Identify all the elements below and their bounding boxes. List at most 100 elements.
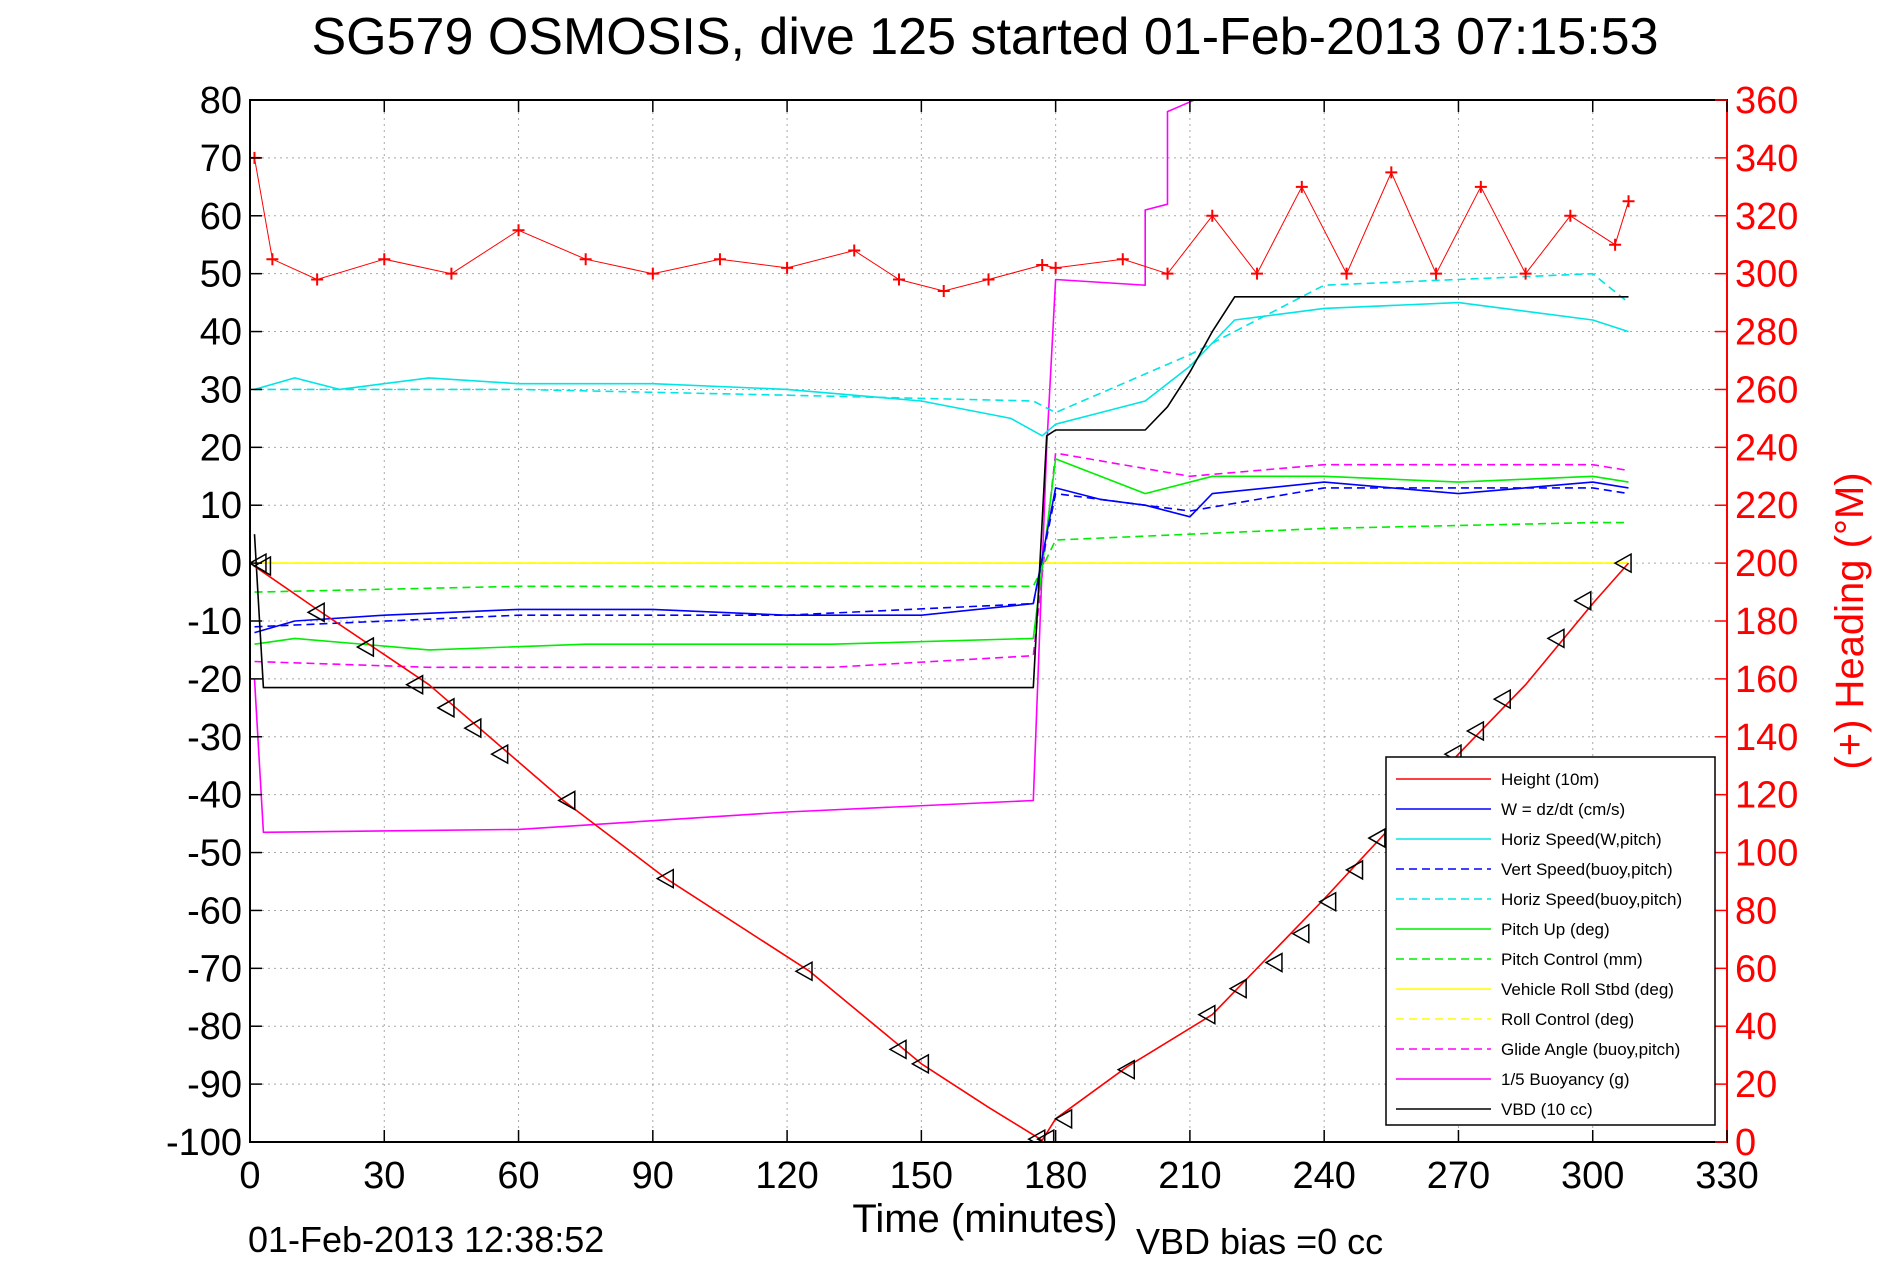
heading-point xyxy=(937,285,950,298)
x-tick-label: 270 xyxy=(1427,1155,1490,1197)
y2-tick-label: 60 xyxy=(1735,948,1777,990)
y-axis-ticks: 80 70 60 50 40 30 20 10 0 -10 -20 -30 -40 -50 -60 -70 -8… xyxy=(166,80,262,1164)
heading-point xyxy=(266,253,279,266)
heading-point xyxy=(1564,209,1577,222)
marker-triangle xyxy=(306,602,325,623)
series-line-4 xyxy=(254,272,1630,414)
y-tick-label: -70 xyxy=(187,948,242,990)
marker-triangle xyxy=(1264,952,1283,973)
series-line-6 xyxy=(254,521,1629,593)
y2-axis-label: (+) Heading (°M) xyxy=(1828,472,1872,769)
series-line-1 xyxy=(254,481,1629,634)
y-tick-label: 80 xyxy=(200,80,242,122)
y-tick-label: -10 xyxy=(187,601,242,643)
x-axis-ticks: 0 30 60 90 120 150 180 210 240 270 300 330 xyxy=(239,100,1759,1197)
heading-point xyxy=(311,273,324,286)
y-tick-label: -30 xyxy=(187,717,242,759)
legend-box xyxy=(1385,756,1716,1126)
marker-triangle xyxy=(436,697,455,719)
marker-triangle xyxy=(1465,720,1485,742)
y2-tick-label: 80 xyxy=(1735,890,1777,932)
y-tick-label: -90 xyxy=(187,1064,242,1106)
y-tick-label: 70 xyxy=(200,138,242,180)
heading-point xyxy=(512,224,525,237)
marker-triangle xyxy=(1367,827,1386,849)
marker-triangle xyxy=(1228,978,1247,999)
y2-tick-label: 340 xyxy=(1735,138,1798,180)
x-tick-label: 90 xyxy=(632,1155,674,1197)
series-line-11 xyxy=(253,295,1629,689)
y2-tick-label: 360 xyxy=(1735,80,1798,122)
y2-tick-label: 120 xyxy=(1735,775,1798,817)
x-tick-label: 150 xyxy=(890,1155,953,1197)
y2-tick-label: 280 xyxy=(1735,312,1798,354)
heading-point xyxy=(445,267,458,280)
x-tick-label: 180 xyxy=(1024,1155,1087,1197)
heading-point xyxy=(579,253,592,266)
heading-point xyxy=(1622,195,1635,208)
y-tick-label: 10 xyxy=(200,485,242,527)
marker-triangle xyxy=(490,743,509,765)
y-tick-label: -80 xyxy=(187,1006,242,1048)
marker-triangle xyxy=(1492,688,1511,710)
heading-point xyxy=(713,253,726,266)
y-tick-label: 60 xyxy=(200,196,242,238)
heading-point xyxy=(1430,267,1443,280)
x-tick-label: 0 xyxy=(239,1155,260,1197)
heading-point xyxy=(1206,209,1219,222)
legend-label: Pitch Control (mm) xyxy=(1501,950,1643,969)
y2-tick-label: 220 xyxy=(1735,485,1798,527)
y2-tick-label: 140 xyxy=(1735,717,1798,759)
heading-point xyxy=(1609,238,1622,251)
y-tick-label: -20 xyxy=(187,659,242,701)
heading-point xyxy=(1474,180,1487,193)
x-tick-label: 210 xyxy=(1158,1155,1221,1197)
heading-point xyxy=(892,273,905,286)
y2-tick-label: 100 xyxy=(1735,833,1798,875)
y-tick-label: -100 xyxy=(166,1122,242,1164)
heading-point xyxy=(1049,261,1062,274)
marker-triangle xyxy=(1054,1108,1073,1130)
marker-triangle xyxy=(1291,923,1310,944)
x-tick-label: 240 xyxy=(1292,1155,1355,1197)
series-layer xyxy=(250,100,1630,1142)
footer-vbd-bias: VBD bias =0 cc xyxy=(1136,1221,1383,1262)
y2-tick-label: 180 xyxy=(1735,601,1798,643)
marker-triangle xyxy=(910,1053,930,1075)
marker-triangle xyxy=(1344,859,1364,881)
legend-label: W = dz/dt (cm/s) xyxy=(1501,800,1625,819)
marker-triangle xyxy=(252,555,272,577)
x-axis-label: Time (minutes) xyxy=(852,1197,1117,1241)
y2-tick-label: 260 xyxy=(1735,369,1798,411)
marker-triangle xyxy=(1116,1059,1135,1080)
y2-tick-label: 240 xyxy=(1735,427,1798,469)
legend: Height (10m) W = dz/dt (cm/s) Horiz Speed(… xyxy=(1385,756,1716,1126)
y2-tick-label: 40 xyxy=(1735,1006,1777,1048)
marker-triangle xyxy=(463,717,482,739)
y-tick-label: -40 xyxy=(187,775,242,817)
heading-point xyxy=(1036,258,1049,271)
y-tick-label: -50 xyxy=(187,833,242,875)
series-line-2 xyxy=(254,301,1629,437)
marker-triangle xyxy=(794,960,813,982)
heading-point xyxy=(1385,166,1398,179)
marker-triangle xyxy=(1613,552,1632,574)
series-line-0 xyxy=(250,562,1630,1142)
legend-label: Pitch Up (deg) xyxy=(1501,920,1610,939)
legend-label: Horiz Speed(W,pitch) xyxy=(1501,830,1662,849)
marker-triangle xyxy=(1573,590,1592,612)
series-line-3 xyxy=(254,487,1629,628)
y2-tick-label: 20 xyxy=(1735,1064,1777,1106)
series-line-5 xyxy=(254,458,1629,651)
heading-point xyxy=(378,253,391,266)
y2-tick-label: 300 xyxy=(1735,254,1798,296)
heading-point xyxy=(1161,267,1174,280)
legend-label: Glide Angle (buoy,pitch) xyxy=(1501,1040,1680,1059)
y-tick-label: -60 xyxy=(187,890,242,932)
y2-tick-label: 0 xyxy=(1735,1122,1756,1164)
legend-label: Height (10m) xyxy=(1501,770,1599,789)
heading-series xyxy=(250,151,1635,298)
legend-label: 1/5 Buoyancy (g) xyxy=(1501,1070,1630,1089)
series-line-9 xyxy=(254,452,1629,669)
